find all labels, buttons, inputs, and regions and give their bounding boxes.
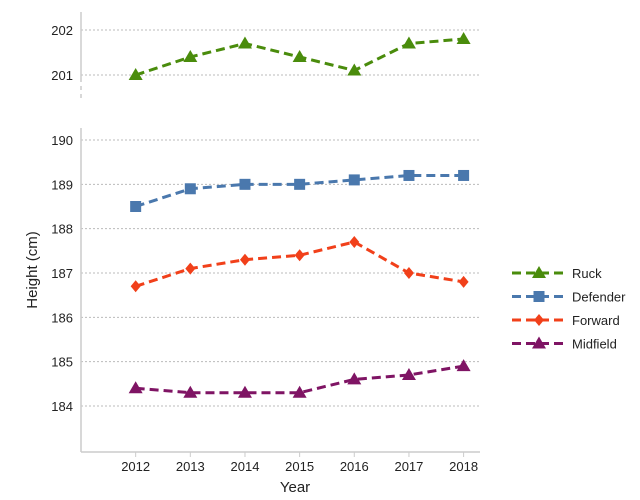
y-tick-label: 186 xyxy=(51,310,73,325)
data-point-midfield xyxy=(128,381,143,394)
data-point-ruck xyxy=(237,36,252,49)
data-point-forward xyxy=(294,249,305,262)
data-point-ruck xyxy=(183,50,198,62)
data-point-defender xyxy=(458,169,470,181)
y-tick-label: 189 xyxy=(51,177,73,192)
data-point-defender xyxy=(239,178,251,190)
x-tick-label: 2017 xyxy=(394,459,423,474)
legend-marker-ruck xyxy=(532,266,546,278)
legend-marker-midfield xyxy=(532,336,546,349)
data-point-midfield xyxy=(347,372,362,385)
y-tick-label: 184 xyxy=(51,399,73,414)
data-point-forward xyxy=(130,280,141,293)
data-point-defender xyxy=(184,183,196,195)
data-point-defender xyxy=(403,169,415,181)
legend-label-midfield: Midfield xyxy=(572,337,617,352)
series-line-forward xyxy=(135,240,464,288)
data-point-ruck xyxy=(401,36,416,49)
x-axis-label: Year xyxy=(280,479,310,496)
y-tick-label: 187 xyxy=(51,266,73,281)
y-tick-label: 202 xyxy=(51,23,73,38)
x-tick-label: 2012 xyxy=(121,459,150,474)
y-tick-label: 201 xyxy=(51,68,73,83)
legend-label-defender: Defender xyxy=(572,290,626,305)
data-point-midfield xyxy=(183,385,198,398)
x-tick-label: 2018 xyxy=(449,459,478,474)
data-point-forward xyxy=(185,262,196,275)
data-point-defender xyxy=(348,174,360,186)
data-point-forward xyxy=(403,267,414,279)
legend-marker-forward xyxy=(534,314,544,326)
legend-label-forward: Forward xyxy=(572,313,620,328)
y-tick-label: 188 xyxy=(51,222,73,237)
legend-marker-defender xyxy=(533,291,545,302)
x-tick-label: 2014 xyxy=(231,459,260,474)
data-point-ruck xyxy=(128,68,143,80)
x-tick-label: 2016 xyxy=(340,459,369,474)
data-point-ruck xyxy=(292,50,307,62)
x-tick-label: 2015 xyxy=(285,459,314,474)
data-point-forward xyxy=(458,275,469,288)
y-axis-label: Height (cm) xyxy=(24,231,41,309)
data-point-ruck xyxy=(347,63,362,76)
legend-label-ruck: Ruck xyxy=(572,266,602,281)
data-point-forward xyxy=(239,253,250,266)
data-point-forward xyxy=(349,235,360,248)
data-point-midfield xyxy=(456,359,471,372)
data-point-midfield xyxy=(292,385,307,398)
y-tick-label: 185 xyxy=(51,355,73,370)
data-point-ruck xyxy=(456,32,471,44)
data-point-defender xyxy=(130,201,142,212)
x-tick-label: 2013 xyxy=(176,459,205,474)
data-point-midfield xyxy=(237,385,252,398)
y-tick-label: 190 xyxy=(51,133,73,148)
data-point-defender xyxy=(294,178,306,190)
data-point-midfield xyxy=(401,367,416,380)
